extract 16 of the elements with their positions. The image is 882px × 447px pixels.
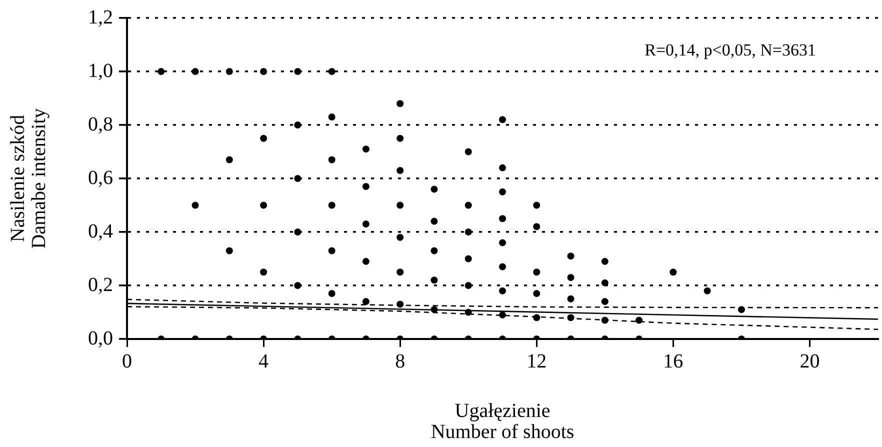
y-tick-label: 0,4 <box>88 220 113 242</box>
y-tick-label: 0,2 <box>88 274 113 296</box>
y-tick-label: 0,0 <box>88 327 113 350</box>
x-tick-label: 8 <box>395 350 406 372</box>
x-tick-label: 4 <box>258 350 269 372</box>
x-tick-label: 20 <box>800 350 820 372</box>
y-tick-label: 0,8 <box>88 113 113 136</box>
y-tick-label: 1,0 <box>88 60 113 82</box>
x-tick-label: 16 <box>663 350 684 372</box>
x-tick-label: 0 <box>122 350 132 372</box>
x-tick-label: 12 <box>526 350 547 372</box>
y-axis-title: Nasilenie szkód Damabe intensity <box>6 108 50 249</box>
y-tick-label: 1,2 <box>88 6 113 28</box>
annotation: R=0,14, p<0,05, N=3631 <box>644 40 816 60</box>
y-tick-label: 0,6 <box>88 166 113 189</box>
x-axis-title: Ugałęzienie Number of shoots <box>430 400 574 443</box>
